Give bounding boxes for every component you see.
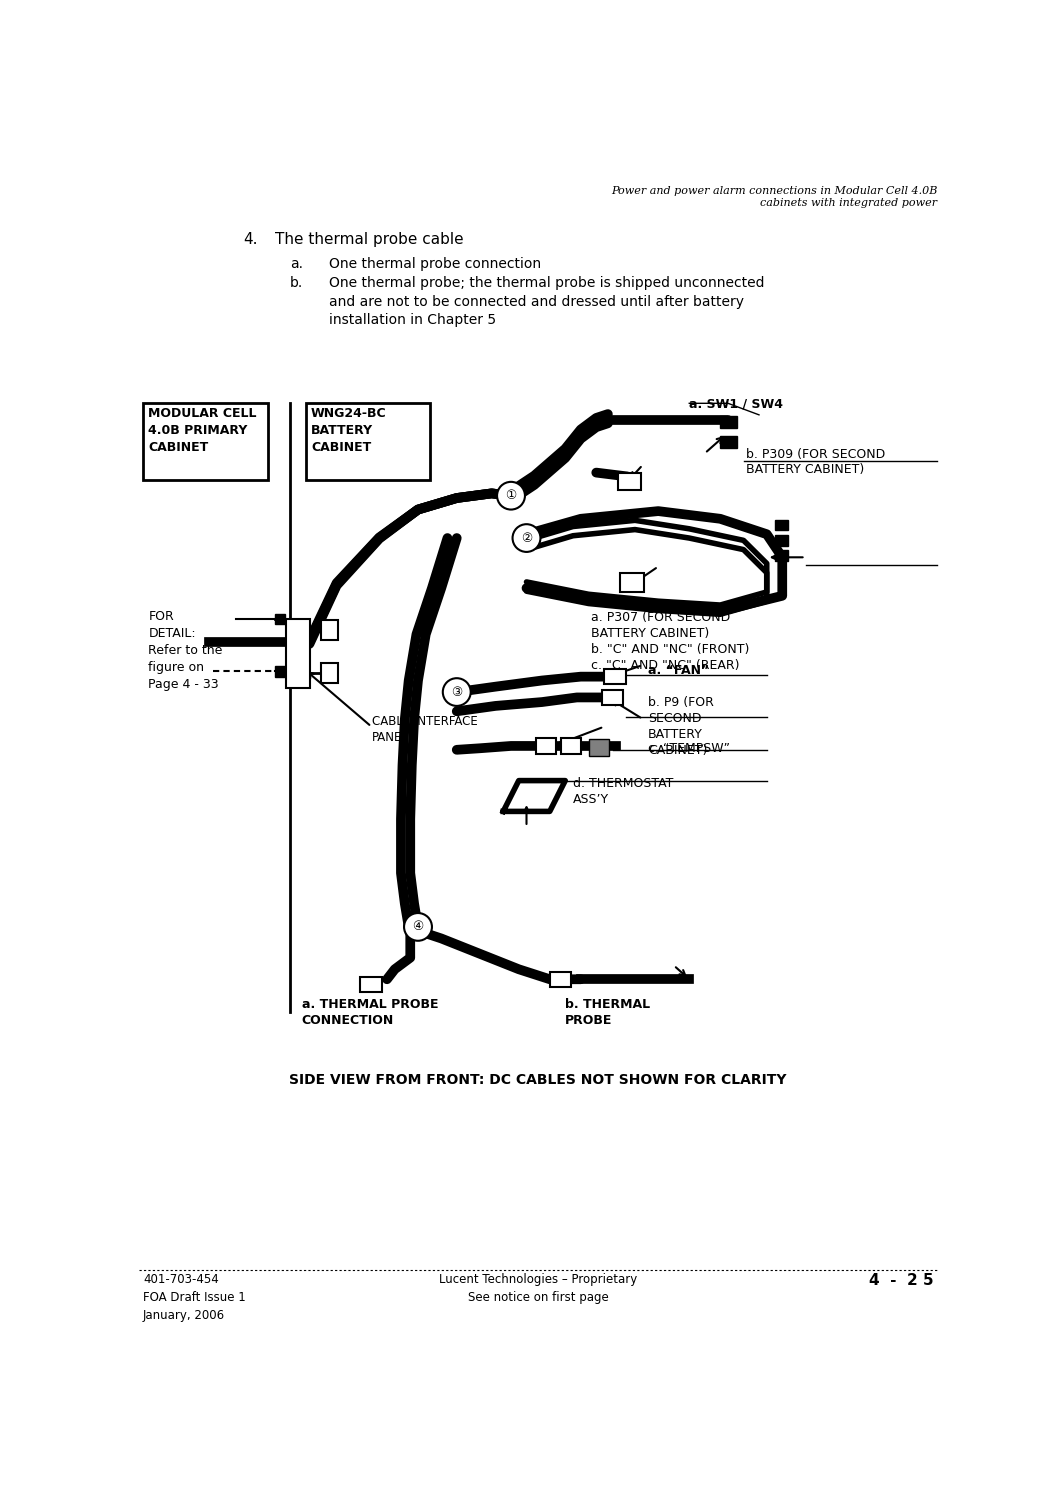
Text: ③: ③ — [452, 686, 462, 699]
Text: The thermal probe cable: The thermal probe cable — [275, 232, 463, 248]
Bar — [775, 519, 789, 531]
Text: Power and power alarm connections in Modular Cell 4.0B
cabinets with integrated : Power and power alarm connections in Mod… — [611, 186, 938, 209]
Bar — [321, 621, 338, 640]
Text: a. THERMAL PROBE
CONNECTION: a. THERMAL PROBE CONNECTION — [301, 998, 438, 1026]
Bar — [306, 404, 429, 480]
Bar — [720, 416, 737, 428]
Text: WNG24-BC
BATTERY
CABINET: WNG24-BC BATTERY CABINET — [311, 406, 386, 454]
Bar — [275, 666, 286, 676]
Bar — [561, 738, 581, 753]
Text: d. THERMOSTAT
ASS’Y: d. THERMOSTAT ASS’Y — [573, 777, 673, 806]
Circle shape — [497, 482, 525, 510]
Bar — [287, 620, 310, 688]
Text: ④: ④ — [413, 921, 423, 933]
Bar — [143, 404, 269, 480]
Bar — [588, 740, 609, 756]
Text: One thermal probe connection: One thermal probe connection — [329, 256, 541, 272]
Circle shape — [404, 914, 432, 940]
Bar — [618, 472, 642, 489]
Text: a.: a. — [290, 256, 303, 272]
Bar — [293, 640, 308, 656]
Bar — [536, 738, 555, 753]
Bar — [275, 614, 286, 624]
Bar — [620, 573, 645, 592]
Bar — [321, 663, 338, 682]
Text: b. P9 (FOR
SECOND
BATTERY
CABINET): b. P9 (FOR SECOND BATTERY CABINET) — [648, 696, 714, 758]
Text: b. P309 (FOR SECOND
BATTERY CABINET): b. P309 (FOR SECOND BATTERY CABINET) — [746, 448, 885, 476]
Text: 4  -  2 5: 4 - 2 5 — [868, 1274, 933, 1288]
Text: One thermal probe; the thermal probe is shipped unconnected
and are not to be co: One thermal probe; the thermal probe is … — [329, 276, 764, 327]
Text: b. THERMAL
PROBE: b. THERMAL PROBE — [565, 998, 650, 1026]
Bar — [604, 669, 626, 684]
Text: Lucent Technologies – Proprietary
See notice on first page: Lucent Technologies – Proprietary See no… — [439, 1274, 637, 1305]
Text: c. “TEMPSW”: c. “TEMPSW” — [648, 742, 730, 754]
Text: FOR
DETAIL:
Refer to the
figure on
Page 4 - 33: FOR DETAIL: Refer to the figure on Page … — [148, 609, 223, 690]
Text: a. P307 (FOR SECOND
BATTERY CABINET)
b. "C" AND "NC" (FRONT)
c. "C" AND "NC" (RE: a. P307 (FOR SECOND BATTERY CABINET) b. … — [591, 610, 750, 672]
Bar — [720, 435, 737, 448]
Text: 4.: 4. — [244, 232, 258, 248]
Text: ①: ① — [505, 489, 517, 502]
Bar — [775, 536, 789, 546]
Circle shape — [443, 678, 470, 706]
Bar — [550, 972, 571, 987]
Bar — [775, 550, 789, 561]
Bar — [360, 976, 381, 993]
Text: a. “FAN”: a. “FAN” — [648, 663, 710, 676]
Text: CABLE INTERFACE
PANEL: CABLE INTERFACE PANEL — [372, 716, 478, 744]
Text: MODULAR CELL
4.0B PRIMARY
CABINET: MODULAR CELL 4.0B PRIMARY CABINET — [148, 406, 257, 454]
Circle shape — [512, 524, 541, 552]
Text: a. SW1 / SW4: a. SW1 / SW4 — [689, 398, 783, 410]
Text: b.: b. — [290, 276, 303, 291]
Text: SIDE VIEW FROM FRONT: DC CABLES NOT SHOWN FOR CLARITY: SIDE VIEW FROM FRONT: DC CABLES NOT SHOW… — [290, 1072, 786, 1088]
Text: 401-703-454
FOA Draft Issue 1
January, 2006: 401-703-454 FOA Draft Issue 1 January, 2… — [143, 1274, 246, 1323]
Bar — [602, 690, 624, 705]
Text: ②: ② — [521, 531, 532, 544]
